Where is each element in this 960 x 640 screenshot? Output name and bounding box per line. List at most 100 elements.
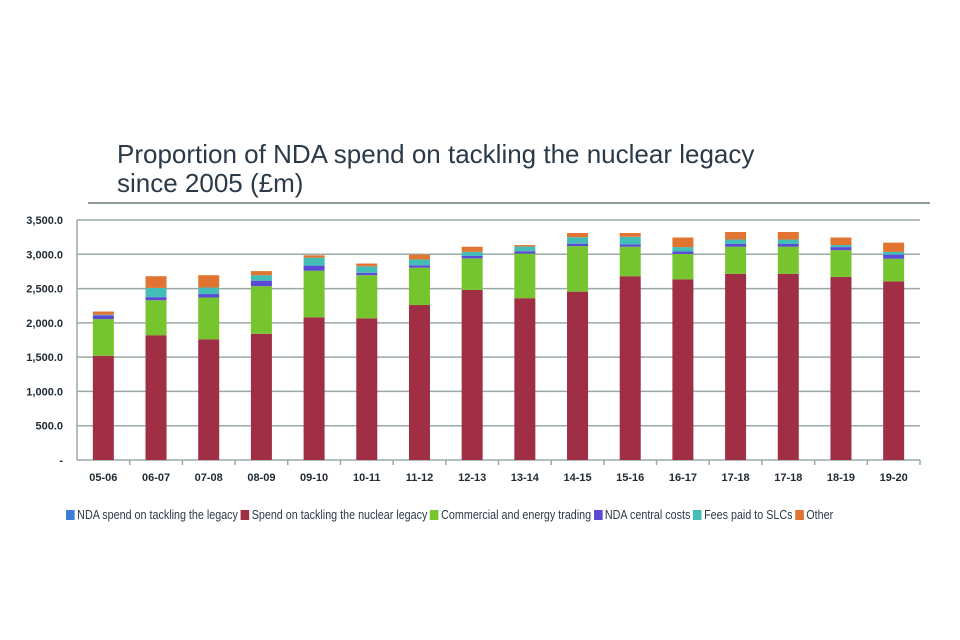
legend-swatch: [66, 510, 75, 520]
bar-segment: [461, 256, 483, 259]
bar-segment: [461, 251, 483, 256]
x-tick-label: 08-09: [247, 472, 275, 484]
legend-label: Commercial and energy trading: [441, 508, 592, 522]
bar-segment: [830, 237, 852, 246]
bar-segment: [567, 291, 589, 460]
bar-segment: [883, 251, 905, 255]
bar-segment: [198, 294, 220, 298]
bar-segment: [830, 245, 852, 248]
bar-segment: [145, 297, 167, 301]
bar-segment: [145, 276, 167, 288]
bar-segment: [725, 239, 747, 244]
bar-segment: [619, 233, 641, 237]
bar-segment: [198, 339, 220, 460]
bar-segment: [92, 314, 114, 316]
y-tick-label: 1,000.0: [26, 386, 63, 398]
chart-title: Proportion of NDA spend on tackling the …: [117, 140, 754, 198]
legend-swatch: [795, 510, 804, 520]
legend-item: NDA spend on tackling the legacy: [66, 508, 238, 522]
bar-segment: [303, 270, 325, 318]
bar-segment: [830, 250, 852, 277]
bar-segment: [725, 244, 747, 247]
bar-segment: [619, 236, 641, 245]
bar-segment: [567, 237, 589, 244]
bar-segment: [725, 273, 747, 460]
x-tick-label: 19-20: [880, 472, 908, 484]
legend-item: Spend on tackling the nuclear legacy: [240, 508, 428, 522]
x-tick-label: 09-10: [300, 472, 328, 484]
bar-segment: [830, 247, 852, 251]
x-tick-label: 18-19: [827, 472, 855, 484]
x-tick-label: 10-11: [353, 472, 381, 484]
x-tick-label: 07-08: [195, 472, 223, 484]
bar-segment: [883, 254, 905, 259]
legend-swatch: [240, 510, 250, 520]
title-divider: [88, 202, 930, 204]
x-tick-label: 17-18: [774, 472, 802, 484]
bar-segment: [408, 259, 430, 266]
legend-swatch: [692, 510, 702, 520]
bar-segment: [198, 287, 220, 295]
bar-segment: [145, 300, 167, 336]
y-tick-label: 3,000.0: [26, 249, 63, 261]
x-tick-label: 11-12: [406, 472, 434, 484]
x-tick-label: 06-07: [142, 472, 170, 484]
legend-item: NDA central costs: [593, 508, 690, 522]
bar-segment: [567, 233, 589, 238]
bar-segment: [619, 276, 641, 460]
bar-segment: [356, 263, 378, 267]
bar-segment: [408, 254, 430, 260]
bar-segment: [250, 280, 272, 287]
legend-item: Other: [795, 508, 833, 522]
bar-segment: [883, 258, 905, 282]
bar-segment: [514, 245, 536, 247]
bar-segment: [567, 243, 589, 247]
bar-segment: [514, 246, 536, 252]
bar-segment: [250, 275, 272, 281]
bar-segment: [514, 253, 536, 299]
legend-item: Commercial and energy trading: [429, 508, 592, 522]
bar-segment: [777, 246, 799, 274]
x-tick-label: 13-14: [511, 472, 540, 484]
chart-title-line-1: Proportion of NDA spend on tackling the …: [117, 139, 755, 169]
bar-segment: [145, 287, 167, 298]
bar-segment: [619, 246, 641, 277]
bar-segment: [92, 315, 114, 320]
x-tick-label: 14-15: [563, 472, 591, 484]
bar-segment: [250, 271, 272, 276]
x-tick-label: 16-17: [669, 472, 697, 484]
bar-segment: [672, 251, 694, 254]
legend: NDA spend on tackling the legacy Spend on…: [66, 508, 833, 522]
bar-segment: [145, 335, 167, 460]
bar-segment: [250, 333, 272, 460]
bar-segment: [356, 272, 378, 276]
bar-segment: [672, 253, 694, 280]
bar-segment: [356, 318, 378, 460]
bar-segment: [198, 275, 220, 288]
bar-segment: [408, 305, 430, 460]
bar-segment: [672, 247, 694, 252]
bar-segment: [303, 317, 325, 460]
legend-label: Fees paid to SLCs: [704, 508, 793, 522]
bar-segment: [356, 275, 378, 319]
legend-label: NDA spend on tackling the legacy: [77, 508, 238, 522]
legend-label: Spend on tackling the nuclear legacy: [251, 508, 428, 522]
bar-segment: [514, 298, 536, 460]
bar-segment: [725, 246, 747, 274]
x-tick-label: 17-18: [722, 472, 750, 484]
bar-segment: [883, 281, 905, 460]
bar-segment: [777, 273, 799, 460]
bar-segment: [303, 265, 325, 271]
bar-segment: [830, 276, 852, 460]
bar-segment: [250, 286, 272, 334]
bar-segment: [303, 257, 325, 266]
y-tick-label: 1,500.0: [26, 352, 63, 364]
bar-segment: [725, 232, 747, 240]
y-tick-label: 2,500.0: [26, 284, 63, 296]
bar-segment: [672, 237, 694, 248]
y-tick-label: 2,000.0: [26, 318, 63, 330]
bar-segment: [461, 289, 483, 460]
legend-swatch: [593, 510, 603, 520]
bar-segment: [777, 244, 799, 247]
